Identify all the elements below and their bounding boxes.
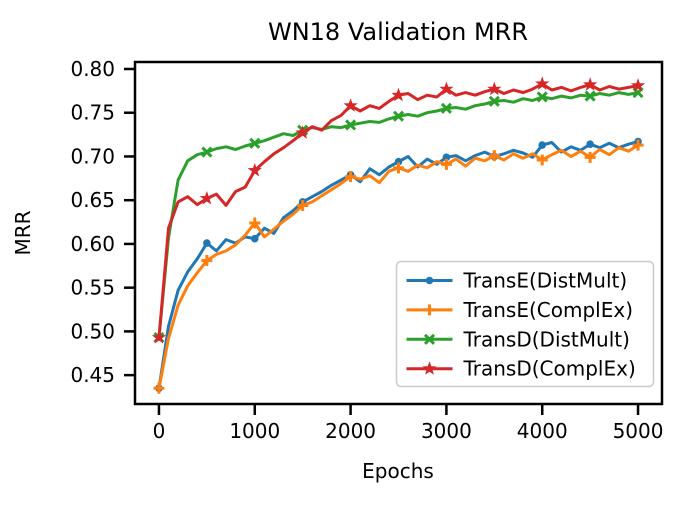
marker-star [343,98,358,112]
legend-item-label: TransE(DistMult) [463,269,628,293]
marker-star [391,87,406,102]
marker-star [535,76,550,90]
marker-star [247,163,262,177]
y-tick-label: 0.75 [70,101,115,125]
marker-circle [538,141,547,149]
marker-plus [424,304,435,316]
marker-circle [442,153,451,162]
marker-plus [632,139,644,151]
y-axis-label: MRR [11,210,35,255]
plot-area: 0 1000 2000 3000 4000 5000 0.45 0.50 0.55 0.60 0.6… [70,57,663,443]
marker-plus [345,171,357,183]
y-tick-label: 0.80 [70,57,115,81]
marker-star [199,191,214,205]
marker-circle [425,276,434,285]
marker-x [584,90,596,102]
marker-circle [203,239,211,247]
marker-circle [394,157,403,166]
x-tick-label: 4000 [517,419,568,443]
marker-plus [249,217,261,229]
x-tick-label: 1000 [229,419,280,443]
x-tick-label: 5000 [613,419,664,443]
y-tick-label: 0.60 [70,232,115,256]
marker-plus [536,154,548,166]
legend-box [395,260,655,388]
marker-x [201,146,213,158]
marker-circle [586,140,594,149]
x-axis-label: Epochs [362,459,434,483]
marker-plus [393,162,404,174]
marker-x [488,95,500,107]
x-tick-label: 0 [153,419,166,443]
legend-item-label: TransD(DistMult) [463,327,630,351]
marker-star [487,81,502,96]
marker-star [295,125,310,139]
marker-plus [488,150,500,162]
marker-x [440,102,452,114]
y-tick-label: 0.70 [70,144,115,168]
legend-item-label: TransE(ComplEx) [463,298,634,322]
marker-star [630,78,646,92]
marker-plus [440,158,452,170]
marker-x [392,110,405,122]
marker-star [583,77,598,91]
marker-x [423,333,436,345]
marker-plus [201,255,213,267]
y-tick-label: 0.55 [70,276,115,300]
chart-title: WN18 Validation MRR [268,18,528,46]
y-tick-label: 0.65 [70,188,115,212]
y-tick-label: 0.45 [70,363,115,387]
marker-x [345,119,357,131]
marker-star [439,81,454,96]
marker-x [249,137,261,149]
marker-plus [584,151,596,163]
marker-star [422,361,437,375]
y-tick-label: 0.50 [70,319,115,343]
marker-plus [297,199,309,211]
marker-circle [250,234,259,243]
marker-plus [153,382,165,394]
legend-item-label: TransD(ComplEx) [463,357,636,381]
x-tick-label: 2000 [325,419,376,443]
marker-x [536,91,548,103]
x-tick-label: 3000 [421,419,472,443]
marker-star [151,330,167,344]
plot-spines [133,60,664,406]
